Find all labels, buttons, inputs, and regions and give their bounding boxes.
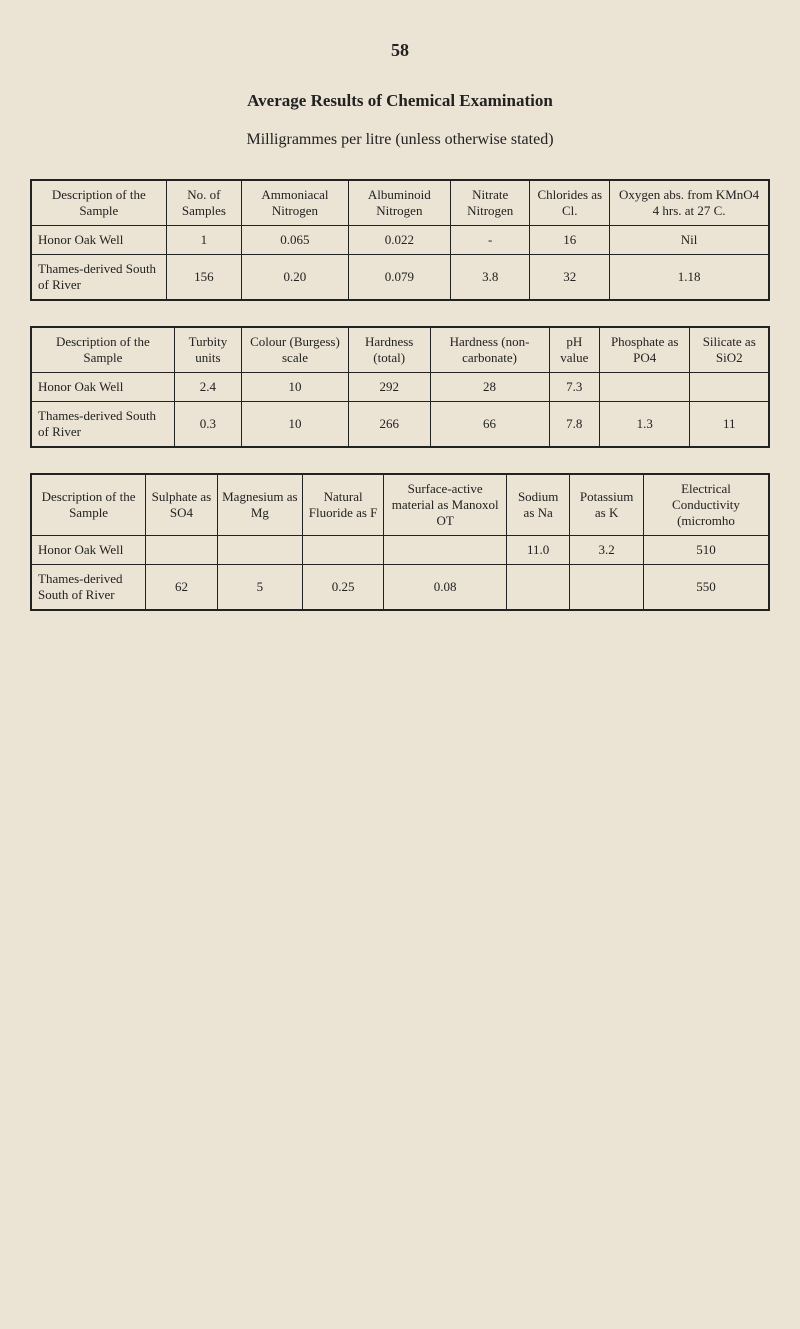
cell: 7.3 — [549, 373, 599, 402]
cell: 1.18 — [610, 255, 769, 301]
table-row: Description of the Sample No. of Samples… — [31, 180, 769, 226]
cell — [146, 536, 218, 565]
row-label: Honor Oak Well — [31, 373, 174, 402]
col-header: Silicate as SiO2 — [690, 327, 769, 373]
col-header: Hardness (non-carbonate) — [430, 327, 549, 373]
cell: 16 — [530, 226, 610, 255]
table-row: Thames-derived South of River 156 0.20 0… — [31, 255, 769, 301]
table-row: Description of the Sample Sulphate as SO… — [31, 474, 769, 536]
col-header: Nitrate Nitrogen — [450, 180, 529, 226]
col-header: Electrical Conductivity (micromho — [643, 474, 769, 536]
col-header: Surface-active material as Manoxol OT — [384, 474, 507, 536]
cell: 10 — [242, 402, 349, 448]
table-row: Honor Oak Well 11.0 3.2 510 — [31, 536, 769, 565]
col-header: Sodium as Na — [507, 474, 570, 536]
cell: 7.8 — [549, 402, 599, 448]
table-row: Description of the Sample Turbity units … — [31, 327, 769, 373]
col-header: Magnesium as Mg — [217, 474, 302, 536]
cell: 0.022 — [348, 226, 450, 255]
cell: 62 — [146, 565, 218, 611]
page-title: Average Results of Chemical Examination — [30, 91, 770, 111]
row-label: Honor Oak Well — [31, 536, 146, 565]
cell: 10 — [242, 373, 349, 402]
cell: 28 — [430, 373, 549, 402]
col-header: Ammoniacal Nitrogen — [242, 180, 349, 226]
table-row: Thames-derived South of River 0.3 10 266… — [31, 402, 769, 448]
cell: 0.20 — [242, 255, 349, 301]
cell: 2.4 — [174, 373, 241, 402]
cell: 32 — [530, 255, 610, 301]
col-header: No. of Samples — [166, 180, 242, 226]
col-header: Turbity units — [174, 327, 241, 373]
cell — [384, 536, 507, 565]
table-1: Description of the Sample No. of Samples… — [30, 179, 770, 301]
cell — [217, 536, 302, 565]
cell: 0.079 — [348, 255, 450, 301]
cell: 0.065 — [242, 226, 349, 255]
cell — [690, 373, 769, 402]
table-row: Honor Oak Well 1 0.065 0.022 - 16 Nil — [31, 226, 769, 255]
cell: 266 — [348, 402, 430, 448]
cell: 0.08 — [384, 565, 507, 611]
row-label: Thames-derived South of River — [31, 565, 146, 611]
page-subtitle: Milligrammes per litre (unless otherwise… — [30, 131, 770, 149]
table-3: Description of the Sample Sulphate as SO… — [30, 473, 770, 611]
cell: 156 — [166, 255, 242, 301]
cell — [507, 565, 570, 611]
row-label: Thames-derived South of River — [31, 402, 174, 448]
table-row: Thames-derived South of River 62 5 0.25 … — [31, 565, 769, 611]
cell: Nil — [610, 226, 769, 255]
page-number: 58 — [30, 40, 770, 61]
cell: 11 — [690, 402, 769, 448]
row-label: Thames-derived South of River — [31, 255, 166, 301]
col-header: Description of the Sample — [31, 180, 166, 226]
col-header: Natural Fluoride as F — [303, 474, 384, 536]
cell: 66 — [430, 402, 549, 448]
cell: 1.3 — [600, 402, 690, 448]
cell: - — [450, 226, 529, 255]
cell — [303, 536, 384, 565]
col-header: Description of the Sample — [31, 327, 174, 373]
cell: 510 — [643, 536, 769, 565]
col-header: Hardness (total) — [348, 327, 430, 373]
col-header: Oxygen abs. from KMnO4 4 hrs. at 27 C. — [610, 180, 769, 226]
cell: 292 — [348, 373, 430, 402]
col-header: Albuminoid Nitrogen — [348, 180, 450, 226]
cell: 3.2 — [570, 536, 644, 565]
row-label: Honor Oak Well — [31, 226, 166, 255]
cell: 5 — [217, 565, 302, 611]
col-header: pH value — [549, 327, 599, 373]
cell: 550 — [643, 565, 769, 611]
cell: 3.8 — [450, 255, 529, 301]
col-header: Sulphate as SO4 — [146, 474, 218, 536]
col-header: Description of the Sample — [31, 474, 146, 536]
cell — [600, 373, 690, 402]
col-header: Phosphate as PO4 — [600, 327, 690, 373]
col-header: Chlorides as Cl. — [530, 180, 610, 226]
cell: 0.25 — [303, 565, 384, 611]
table-row: Honor Oak Well 2.4 10 292 28 7.3 — [31, 373, 769, 402]
cell — [570, 565, 644, 611]
cell: 0.3 — [174, 402, 241, 448]
col-header: Colour (Burgess) scale — [242, 327, 349, 373]
col-header: Potassium as K — [570, 474, 644, 536]
cell: 11.0 — [507, 536, 570, 565]
table-2: Description of the Sample Turbity units … — [30, 326, 770, 448]
cell: 1 — [166, 226, 242, 255]
